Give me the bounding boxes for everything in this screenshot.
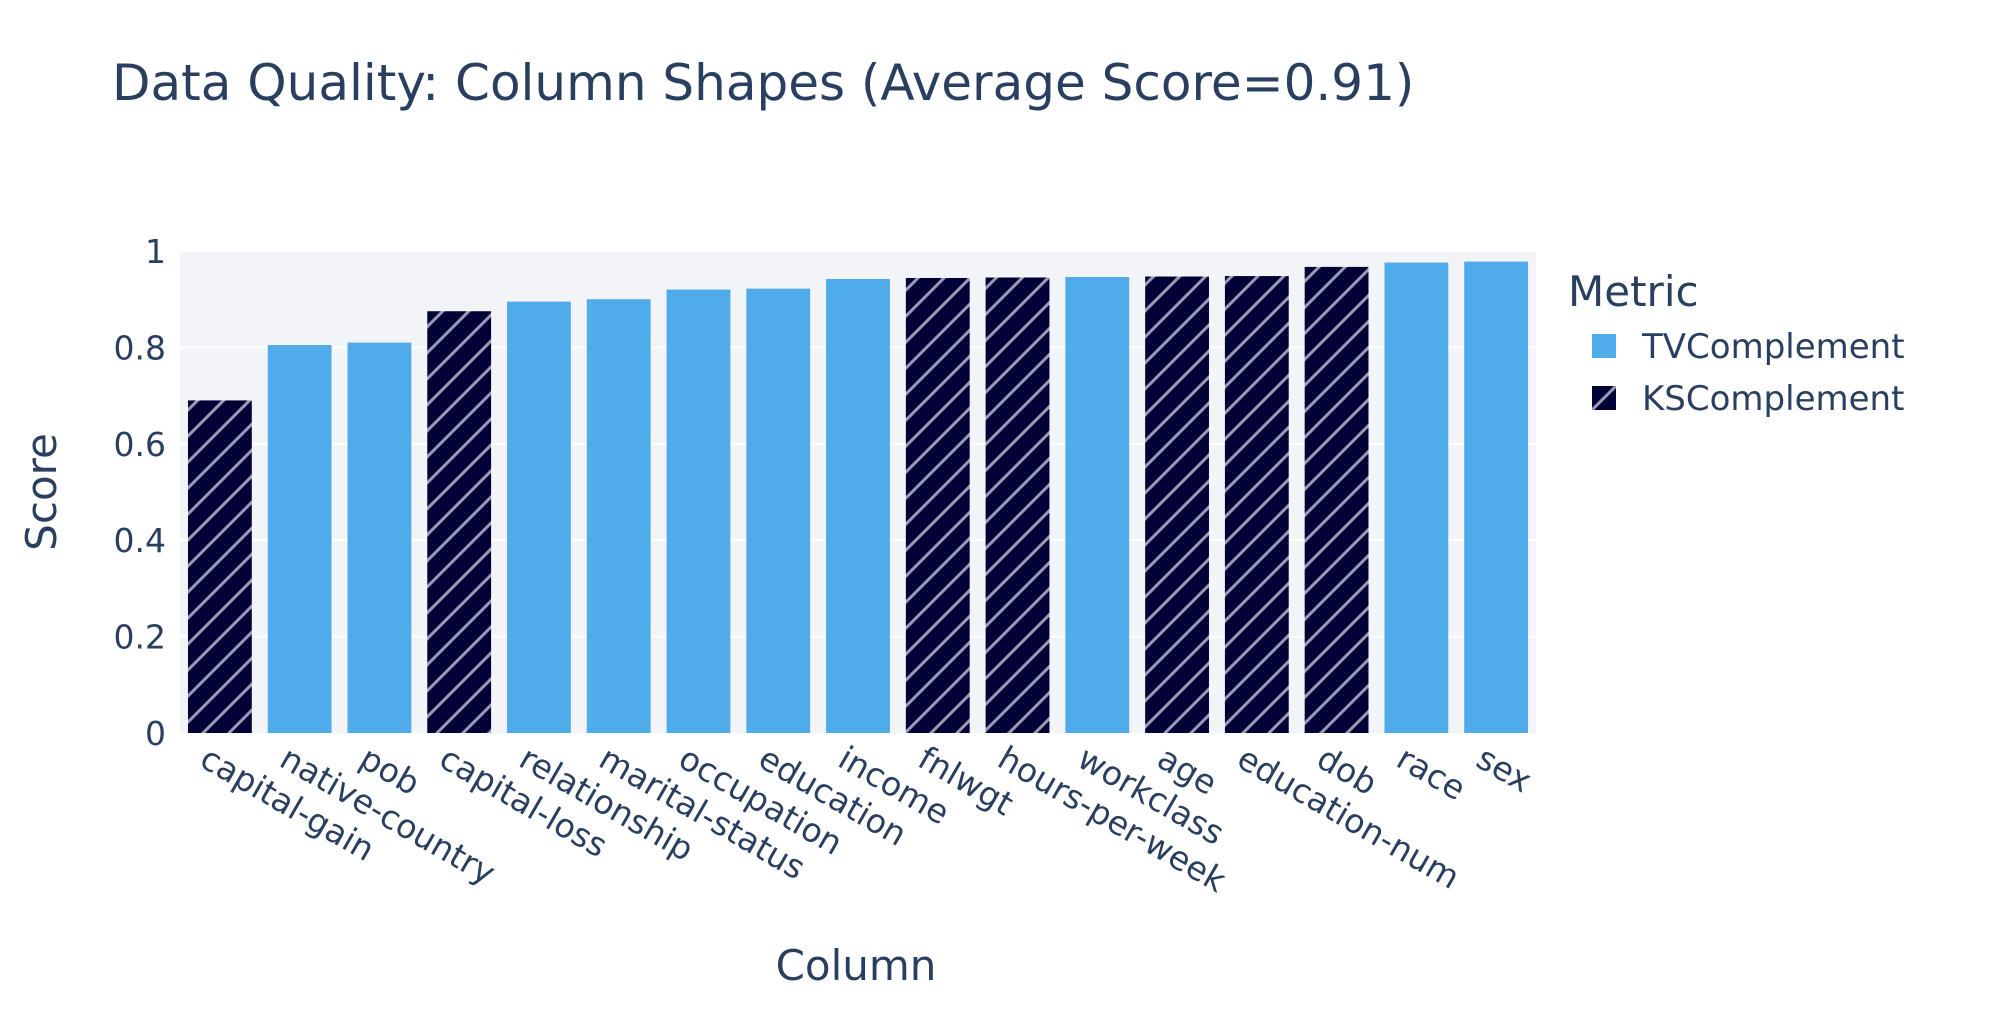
x-axis-title: Column: [776, 941, 937, 990]
x-tick-label: race: [1390, 738, 1472, 808]
legend: Metric TVComplement KSComplement: [1568, 267, 1905, 419]
bar-sex: [1464, 261, 1529, 733]
legend-label: TVComplement: [1641, 327, 1905, 367]
bar-income: [826, 278, 890, 733]
y-tick-label: 0.2: [114, 618, 166, 657]
bar-age: [1145, 276, 1209, 733]
bar-capital-loss: [427, 311, 492, 733]
bar-education-num: [1224, 276, 1289, 733]
legend-label: KSComplement: [1642, 379, 1904, 419]
y-axis-ticks: 0 0.2 0.4 0.6 0.8 1: [114, 232, 166, 753]
bars: [187, 261, 1529, 733]
legend-swatch: [1592, 334, 1616, 358]
bar-capital-gain: [187, 400, 252, 733]
bar-relationship: [507, 301, 571, 733]
bar-fnlwgt: [905, 277, 970, 733]
y-tick-label: 0.6: [114, 425, 166, 464]
y-tick-label: 0: [145, 714, 166, 753]
y-axis-title: Score: [17, 433, 66, 551]
bar-race: [1384, 262, 1449, 733]
bar-marital-status: [586, 299, 651, 733]
bar-native-country: [267, 344, 332, 733]
bar-workclass: [1065, 277, 1130, 733]
y-tick-label: 0.4: [114, 521, 166, 560]
bar-dob: [1304, 266, 1369, 733]
bar-pob: [347, 342, 412, 733]
y-tick-label: 1: [145, 232, 166, 271]
y-tick-label: 0.8: [114, 328, 166, 367]
bar-occupation: [666, 289, 731, 733]
x-tick-label: sex: [1470, 738, 1538, 800]
legend-title: Metric: [1568, 267, 1699, 316]
bar-education: [746, 288, 811, 733]
bar-hours-per-week: [985, 277, 1050, 733]
chart-title: Data Quality: Column Shapes (Average Sco…: [112, 54, 1414, 112]
legend-swatch: [1592, 386, 1616, 410]
